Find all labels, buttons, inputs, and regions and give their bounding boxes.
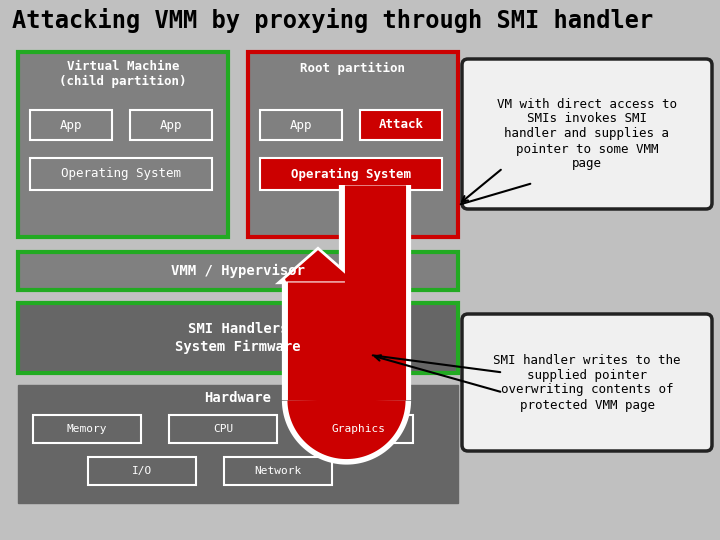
Text: Operating System: Operating System xyxy=(291,167,411,180)
Bar xyxy=(18,252,458,290)
Text: VM with direct access to
SMIs invokes SMI
handler and supplies a
pointer to some: VM with direct access to SMIs invokes SM… xyxy=(497,98,677,171)
Text: Network: Network xyxy=(254,466,302,476)
Polygon shape xyxy=(286,252,350,280)
Text: VMM / Hypervisor: VMM / Hypervisor xyxy=(171,264,305,278)
Bar xyxy=(33,415,141,443)
Polygon shape xyxy=(286,252,350,280)
Text: Graphics: Graphics xyxy=(332,424,386,434)
Bar xyxy=(224,457,332,485)
Text: App: App xyxy=(60,118,82,132)
Bar xyxy=(130,110,212,140)
Text: SMI Handlers: SMI Handlers xyxy=(188,322,288,336)
Text: Attack: Attack xyxy=(379,118,423,132)
Bar xyxy=(18,52,228,237)
Text: Root partition: Root partition xyxy=(300,62,405,75)
Text: Virtual Machine
(child partition): Virtual Machine (child partition) xyxy=(59,60,186,88)
Bar xyxy=(248,52,458,237)
Polygon shape xyxy=(286,252,350,280)
Bar xyxy=(18,385,458,503)
Text: Memory: Memory xyxy=(67,424,107,434)
Polygon shape xyxy=(286,252,350,280)
Bar xyxy=(18,303,458,373)
FancyBboxPatch shape xyxy=(462,314,712,451)
Bar xyxy=(169,415,277,443)
Text: Hardware: Hardware xyxy=(204,391,271,405)
Bar xyxy=(305,415,413,443)
FancyBboxPatch shape xyxy=(462,59,712,209)
Bar xyxy=(260,158,442,190)
Bar xyxy=(260,110,342,140)
Bar xyxy=(360,110,442,140)
Text: Attacking VMM by proxying through SMI handler: Attacking VMM by proxying through SMI ha… xyxy=(12,8,653,33)
Bar xyxy=(30,110,112,140)
Text: SMI handler writes to the
supplied pointer
overwriting contents of
protected VMM: SMI handler writes to the supplied point… xyxy=(493,354,680,411)
Text: I/O: I/O xyxy=(132,466,152,476)
Text: App: App xyxy=(160,118,182,132)
Bar xyxy=(30,158,212,190)
Text: App: App xyxy=(289,118,312,132)
Text: Operating System: Operating System xyxy=(61,167,181,180)
Text: CPU: CPU xyxy=(213,424,233,434)
Text: System Firmware: System Firmware xyxy=(175,340,301,354)
Bar xyxy=(88,457,196,485)
